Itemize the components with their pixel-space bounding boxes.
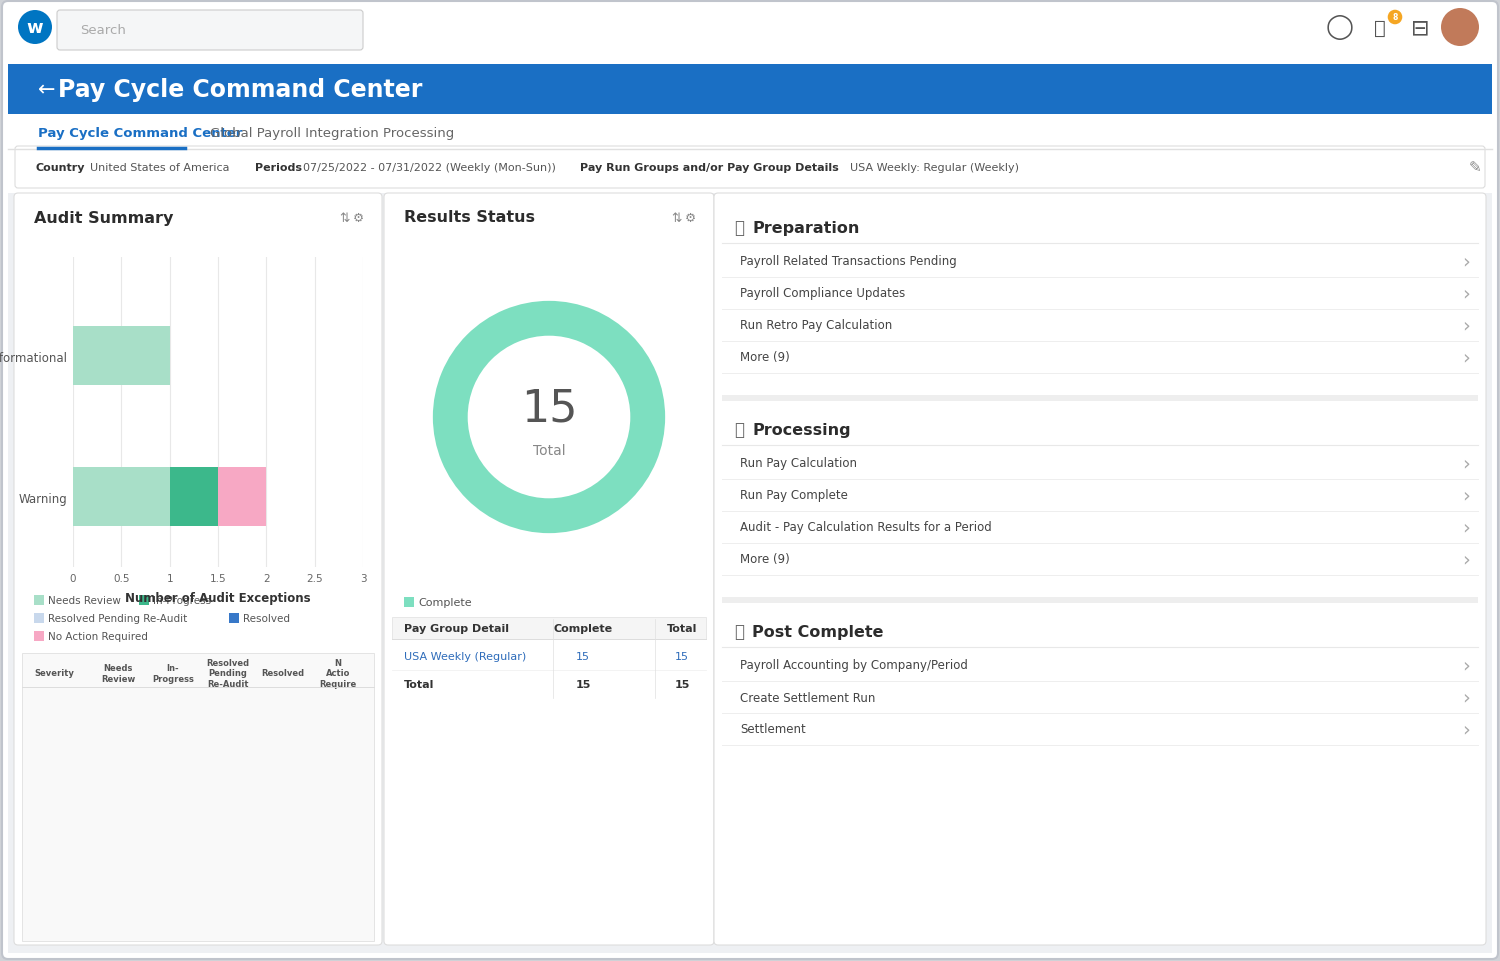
- Text: No Action Required: No Action Required: [48, 631, 148, 641]
- Text: Search: Search: [80, 24, 126, 37]
- Bar: [74, 327, 170, 385]
- Text: ⧉: ⧉: [734, 219, 744, 236]
- Text: Results Status: Results Status: [404, 210, 536, 225]
- Text: ›: ›: [1462, 348, 1470, 367]
- Text: USA Weekly (Regular): USA Weekly (Regular): [404, 652, 526, 661]
- Text: More (9): More (9): [740, 553, 789, 566]
- Text: Payroll Related Transactions Pending: Payroll Related Transactions Pending: [740, 256, 957, 268]
- Text: ⇅: ⇅: [672, 211, 682, 224]
- Bar: [74, 467, 170, 527]
- Circle shape: [18, 11, 53, 45]
- FancyBboxPatch shape: [384, 194, 714, 945]
- Bar: [404, 598, 414, 607]
- FancyBboxPatch shape: [13, 194, 382, 945]
- Text: 8: 8: [1392, 13, 1398, 22]
- Text: ⚙: ⚙: [352, 211, 364, 224]
- Text: 15: 15: [520, 387, 578, 430]
- Wedge shape: [433, 302, 664, 533]
- Text: In-
Progress: In- Progress: [152, 664, 194, 683]
- Text: Audit Summary: Audit Summary: [34, 210, 174, 225]
- Bar: [34, 596, 44, 605]
- Text: Total: Total: [532, 443, 566, 457]
- Text: Needs Review: Needs Review: [48, 596, 122, 605]
- Text: Preparation: Preparation: [752, 220, 859, 235]
- Text: ›: ›: [1462, 720, 1470, 739]
- Text: ←: ←: [38, 80, 56, 100]
- Bar: [8, 194, 1492, 953]
- Bar: [170, 467, 217, 527]
- Text: Pay Cycle Command Center: Pay Cycle Command Center: [38, 126, 243, 139]
- Text: Resolved
Pending
Re-Audit: Resolved Pending Re-Audit: [207, 658, 249, 688]
- Text: ›: ›: [1462, 550, 1470, 569]
- Text: 15: 15: [576, 679, 591, 689]
- Bar: [8, 8, 1492, 65]
- Text: ⧉: ⧉: [734, 623, 744, 640]
- FancyBboxPatch shape: [57, 11, 363, 51]
- Text: Total: Total: [668, 624, 698, 633]
- Text: Global Payroll Integration Processing: Global Payroll Integration Processing: [210, 126, 454, 139]
- Text: ⇅: ⇅: [339, 211, 350, 224]
- Text: Run Pay Calculation: Run Pay Calculation: [740, 457, 856, 470]
- Text: Pay Run Groups and/or Pay Group Details: Pay Run Groups and/or Pay Group Details: [580, 162, 838, 173]
- FancyBboxPatch shape: [15, 147, 1485, 188]
- Text: Settlement: Settlement: [740, 723, 806, 736]
- Text: Pay Cycle Command Center: Pay Cycle Command Center: [58, 78, 423, 102]
- Text: Run Retro Pay Calculation: Run Retro Pay Calculation: [740, 319, 892, 333]
- Text: USA Weekly: Regular (Weekly): USA Weekly: Regular (Weekly): [850, 162, 1018, 173]
- X-axis label: Number of Audit Exceptions: Number of Audit Exceptions: [124, 591, 310, 604]
- Bar: [392, 617, 706, 639]
- Bar: [140, 596, 148, 605]
- Text: ›: ›: [1462, 284, 1470, 303]
- Text: Pay Group Detail: Pay Group Detail: [404, 624, 508, 633]
- Text: N
Actio
Require: N Actio Require: [320, 658, 357, 688]
- Text: ›: ›: [1462, 486, 1470, 505]
- Text: ›: ›: [1462, 252, 1470, 271]
- Text: Create Settlement Run: Create Settlement Run: [740, 691, 876, 703]
- Bar: [34, 631, 44, 641]
- Bar: [230, 613, 238, 624]
- Text: 15: 15: [576, 652, 590, 661]
- Text: Needs
Review: Needs Review: [100, 664, 135, 683]
- Text: Payroll Compliance Updates: Payroll Compliance Updates: [740, 287, 904, 300]
- Bar: [34, 613, 44, 624]
- Text: Run Pay Complete: Run Pay Complete: [740, 489, 847, 502]
- Text: ✎: ✎: [1468, 160, 1482, 175]
- Text: 07/25/2022 - 07/31/2022 (Weekly (Mon-Sun)): 07/25/2022 - 07/31/2022 (Weekly (Mon-Sun…: [303, 162, 556, 173]
- Bar: [8, 65, 1492, 115]
- Text: w: w: [27, 19, 44, 37]
- Text: ⊟: ⊟: [1410, 18, 1430, 38]
- Circle shape: [1388, 10, 1402, 26]
- Text: Resolved Pending Re-Audit: Resolved Pending Re-Audit: [48, 613, 188, 624]
- FancyBboxPatch shape: [714, 194, 1486, 945]
- Text: ◯: ◯: [1326, 15, 1354, 40]
- Text: Audit - Pay Calculation Results for a Period: Audit - Pay Calculation Results for a Pe…: [740, 521, 992, 534]
- Text: Post Complete: Post Complete: [752, 624, 884, 639]
- Text: 🔔: 🔔: [1374, 18, 1386, 37]
- Text: ⚙: ⚙: [684, 211, 696, 224]
- Text: ›: ›: [1462, 688, 1470, 706]
- Text: Country: Country: [34, 162, 84, 173]
- Text: Complete: Complete: [419, 598, 471, 607]
- Text: In-Progress: In-Progress: [153, 596, 212, 605]
- Text: ›: ›: [1462, 316, 1470, 335]
- Bar: [722, 598, 1478, 604]
- Text: 15: 15: [675, 652, 688, 661]
- Text: 15: 15: [675, 679, 690, 689]
- Text: Resolved: Resolved: [243, 613, 290, 624]
- Text: Periods: Periods: [255, 162, 302, 173]
- Text: ›: ›: [1462, 454, 1470, 473]
- Text: Complete: Complete: [554, 624, 612, 633]
- Text: More (9): More (9): [740, 351, 789, 364]
- Bar: [722, 396, 1478, 402]
- Text: Severity: Severity: [34, 669, 74, 678]
- Text: Processing: Processing: [752, 422, 850, 437]
- Bar: [8, 115, 1492, 150]
- Text: Total: Total: [404, 679, 435, 689]
- Text: ›: ›: [1462, 518, 1470, 537]
- Text: ⧉: ⧉: [734, 421, 744, 438]
- Bar: [22, 653, 374, 941]
- Text: United States of America: United States of America: [90, 162, 230, 173]
- Bar: [217, 467, 267, 527]
- Text: Resolved: Resolved: [261, 669, 305, 678]
